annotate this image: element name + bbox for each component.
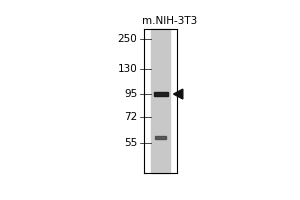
Bar bbox=[152, 29, 170, 173]
Polygon shape bbox=[173, 89, 183, 99]
Bar bbox=[154, 92, 168, 96]
Text: 72: 72 bbox=[124, 112, 137, 122]
Text: 250: 250 bbox=[118, 34, 137, 44]
Text: m.NIH-3T3: m.NIH-3T3 bbox=[142, 16, 198, 26]
Text: 95: 95 bbox=[124, 89, 137, 99]
Text: 130: 130 bbox=[118, 64, 137, 74]
Text: 55: 55 bbox=[124, 138, 137, 148]
Bar bbox=[155, 136, 166, 139]
